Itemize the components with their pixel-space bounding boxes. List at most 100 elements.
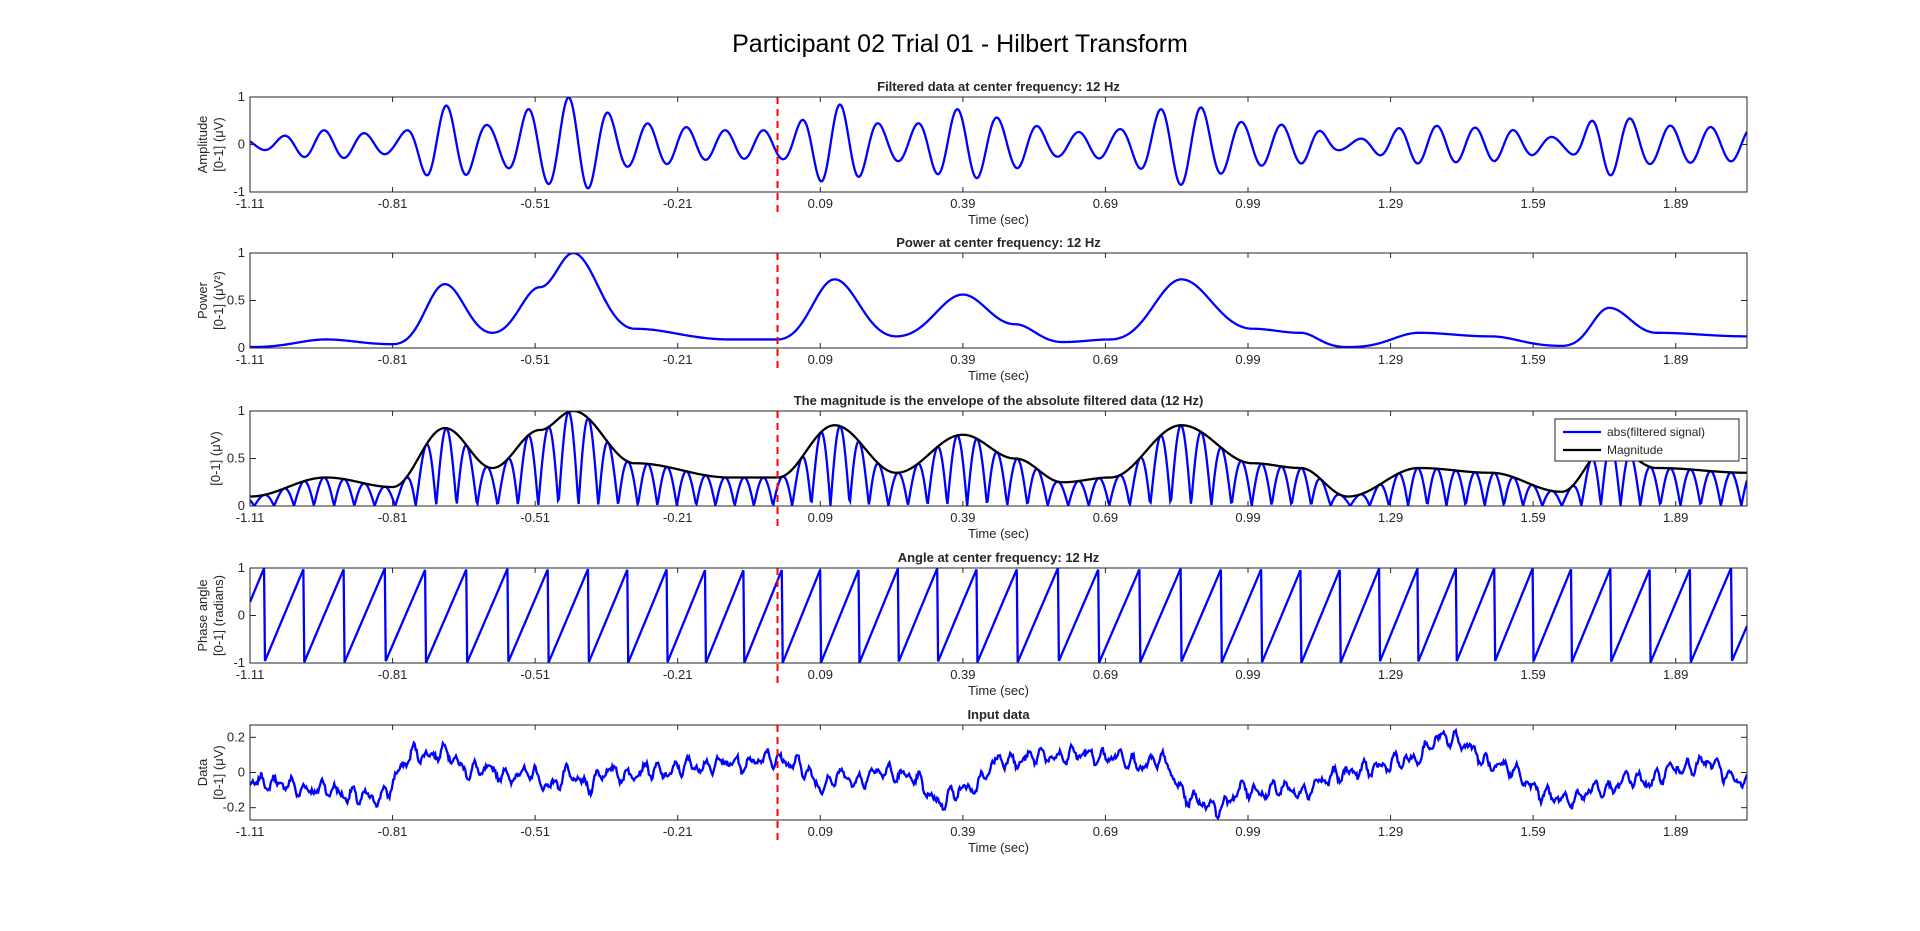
- x-tick-label: -0.21: [663, 196, 693, 211]
- x-tick-label: 0.69: [1093, 667, 1118, 682]
- x-tick-label: -1.11: [236, 667, 265, 682]
- y-axis-label-line2: [0-1] (μV): [211, 745, 226, 799]
- x-axis-label: Time (sec): [968, 368, 1029, 383]
- axes-box: [249, 410, 1748, 507]
- subplot-5: Input data -1.11 -0.81 -0.51 -0.21 0.09 0.39 0.…: [195, 707, 1748, 855]
- x-tick-label: -0.21: [663, 824, 693, 839]
- y-tick-label: -1: [233, 184, 245, 199]
- y-tick-label: 0: [238, 608, 245, 623]
- figure-title: Participant 02 Trial 01 - Hilbert Transf…: [732, 30, 1188, 58]
- x-tick-label: -0.81: [378, 510, 408, 525]
- x-tick-label: 0.39: [950, 510, 975, 525]
- x-tick-label: 0.99: [1235, 510, 1260, 525]
- x-tick-label: 1.29: [1378, 510, 1403, 525]
- x-tick-label: 1.29: [1378, 824, 1403, 839]
- y-axis-label-line1: Amplitude: [195, 116, 210, 174]
- x-tick-label: 1.89: [1663, 196, 1688, 211]
- x-tick-label: 0.69: [1093, 352, 1118, 367]
- x-tick-label: 0.09: [808, 510, 833, 525]
- axes-background: [250, 568, 1747, 663]
- x-tick-label: 1.29: [1378, 196, 1403, 211]
- x-tick-label: 1.59: [1520, 352, 1545, 367]
- y-tick-label: 0: [238, 137, 245, 152]
- x-tick-label: -0.51: [520, 510, 550, 525]
- x-tick-label: -0.51: [520, 667, 550, 682]
- subplot-4: Angle at center frequency: 12 Hz -1.11 -0.…: [195, 550, 1748, 698]
- x-tick-label: 0.39: [950, 824, 975, 839]
- x-tick-label: 0.69: [1093, 510, 1118, 525]
- legend-entry: Magnitude: [1607, 443, 1663, 457]
- x-tick-label: 1.59: [1520, 196, 1545, 211]
- y-tick-label: 0.5: [227, 293, 245, 308]
- x-tick-label: 1.59: [1520, 667, 1545, 682]
- x-axis-label: Time (sec): [968, 840, 1029, 855]
- legend: abs(filtered signal) Magnitude: [1554, 418, 1740, 462]
- x-axis-label: Time (sec): [968, 683, 1029, 698]
- x-tick-label: 1.29: [1378, 352, 1403, 367]
- axes-background: [250, 97, 1747, 192]
- subplot-3: The magnitude is the envelope of the abs…: [208, 393, 1748, 541]
- y-axis-label-line1: Data: [195, 758, 210, 786]
- x-tick-label: 0.09: [808, 824, 833, 839]
- x-tick-label: 1.29: [1378, 667, 1403, 682]
- x-tick-label: 0.09: [808, 352, 833, 367]
- x-tick-label: -1.11: [236, 196, 265, 211]
- x-tick-label: 0.99: [1235, 196, 1260, 211]
- x-tick-label: 0.39: [950, 196, 975, 211]
- subplot-title: The magnitude is the envelope of the abs…: [794, 393, 1204, 408]
- x-tick-label: -0.21: [663, 667, 693, 682]
- subplot-1: Filtered data at center frequency: 12 Hz…: [195, 79, 1748, 227]
- x-tick-label: 1.59: [1520, 510, 1545, 525]
- y-axis-label-line2: [0-1] (radians): [211, 575, 226, 656]
- subplot-2: Power at center frequency: 12 Hz -1.11 -0.…: [195, 235, 1748, 383]
- y-tick-label: 1: [238, 403, 245, 418]
- y-tick-label: 0: [238, 498, 245, 513]
- subplot-title: Input data: [967, 707, 1030, 722]
- x-tick-label: 0.69: [1093, 196, 1118, 211]
- y-axis-label-line2: [0-1] (μV²): [211, 271, 226, 330]
- x-tick-label: 1.59: [1520, 824, 1545, 839]
- x-tick-label: 0.69: [1093, 824, 1118, 839]
- y-axis-label-line1: Power: [195, 281, 210, 319]
- y-tick-label: -0.2: [223, 800, 245, 815]
- x-axis-label: Time (sec): [968, 212, 1029, 227]
- y-tick-label: 1: [238, 89, 245, 104]
- x-tick-label: -1.11: [236, 352, 265, 367]
- y-tick-label: 0.5: [227, 451, 245, 466]
- axes-box: [249, 252, 1748, 349]
- x-tick-label: -0.81: [378, 667, 408, 682]
- x-tick-label: 0.39: [950, 667, 975, 682]
- y-tick-label: -1: [233, 655, 245, 670]
- x-tick-label: 1.89: [1663, 824, 1688, 839]
- x-tick-label: 0.99: [1235, 352, 1260, 367]
- legend-entry: abs(filtered signal): [1607, 425, 1705, 439]
- x-tick-label: -0.51: [520, 352, 550, 367]
- axes-background: [250, 725, 1747, 820]
- x-tick-label: -0.21: [663, 510, 693, 525]
- x-tick-label: 1.89: [1663, 352, 1688, 367]
- y-tick-label: 1: [238, 245, 245, 260]
- x-tick-label: 0.99: [1235, 824, 1260, 839]
- x-axis-label: Time (sec): [968, 526, 1029, 541]
- x-tick-label: 1.89: [1663, 667, 1688, 682]
- x-tick-label: 0.09: [808, 667, 833, 682]
- series-line-magnitude: [250, 411, 1747, 498]
- subplot-title: Power at center frequency: 12 Hz: [896, 235, 1101, 250]
- series-line-phase: [250, 568, 1747, 663]
- y-axis-label: [0-1] (μV): [208, 431, 223, 485]
- axes-box: [249, 96, 1748, 193]
- x-tick-label: 1.89: [1663, 510, 1688, 525]
- x-tick-label: 0.39: [950, 352, 975, 367]
- y-tick-label: 0: [238, 340, 245, 355]
- series-line-input: [250, 727, 1747, 820]
- x-tick-label: -1.11: [236, 510, 265, 525]
- x-tick-label: -0.81: [378, 824, 408, 839]
- x-tick-label: -0.81: [378, 352, 408, 367]
- x-tick-label: 0.99: [1235, 667, 1260, 682]
- x-tick-label: -0.81: [378, 196, 408, 211]
- axes-box: [249, 724, 1748, 821]
- y-axis-label-line2: [0-1] (μV): [211, 117, 226, 171]
- x-tick-label: 0.09: [808, 196, 833, 211]
- subplot-title: Angle at center frequency: 12 Hz: [898, 550, 1100, 565]
